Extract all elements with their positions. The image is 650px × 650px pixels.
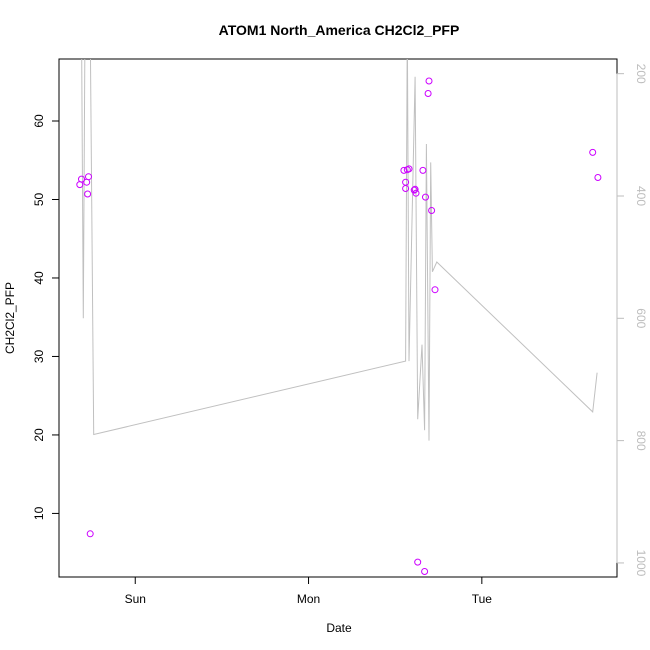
data-point [424,90,432,97]
chart-title: ATOM1 North_America CH2Cl2_PFP [219,22,460,38]
y-tick-label: 10 [32,506,46,520]
plot-area-frame [58,58,618,578]
x-tick-label: Sun [125,592,146,606]
data-point [419,166,427,174]
axes-layer: Sun Mon Tue 10 20 30 40 50 60 200 400 600 800 1000 [32,64,648,606]
data-point [84,190,92,198]
x-tick-label: Mon [297,592,320,606]
y2-tick-label: 1000 [634,550,648,577]
y-axis-label: CH2Cl2_PFP [3,282,17,354]
data-point [411,185,419,193]
data-point [402,185,410,192]
y-tick-label: 50 [32,192,46,206]
data-point [405,165,413,173]
data-point [414,558,422,566]
data-point [400,166,408,174]
data-point [589,148,597,156]
x-axis-label: Date [326,621,352,635]
y2-tick-label: 200 [634,64,648,84]
x-tick-label: Tue [472,592,493,606]
y-tick-label: 40 [32,271,46,285]
data-point [425,77,433,85]
data-point [431,286,439,294]
data-point [422,193,429,201]
data-point [421,568,429,575]
data-point [594,174,602,181]
data-point [78,175,85,183]
scatter-points-layer [76,77,602,575]
y-tick-label: 60 [32,114,46,128]
y-tick-label: 30 [32,349,46,363]
data-point [85,173,92,181]
secondary-series-layer [81,59,598,441]
data-point [428,207,436,214]
y2-tick-label: 400 [634,186,648,206]
y2-tick-label: 800 [634,431,648,451]
data-point [412,189,420,197]
data-point [86,530,94,538]
y2-tick-label: 600 [634,308,648,328]
secondary-series-line [81,59,598,441]
y-tick-label: 20 [32,428,46,442]
